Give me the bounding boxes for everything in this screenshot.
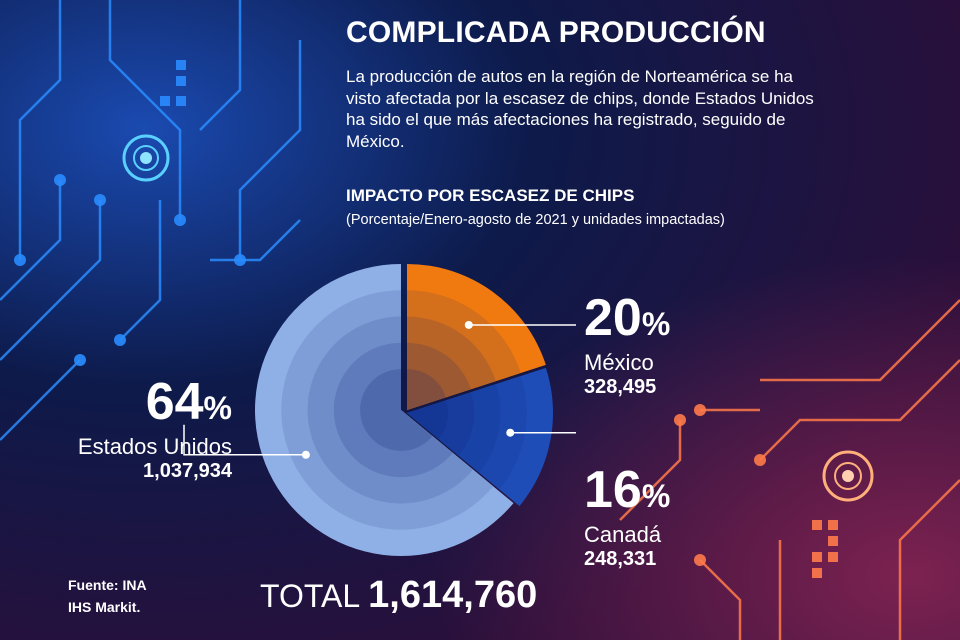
slice-name-canada: Canadá — [584, 522, 662, 547]
slice-name-mexico: México — [584, 350, 654, 375]
slice-units-canada: 248,331 — [584, 548, 657, 570]
source-note: Fuente: INA IHS Markit. — [68, 574, 147, 618]
source-line-1: Fuente: INA — [68, 577, 147, 593]
page-title: COMPLICADA PRODUCCIÓN — [346, 16, 766, 49]
pie-slice-ring-canada — [407, 400, 448, 440]
pct-value-estados-unidos: 64 — [145, 373, 204, 431]
chart-title: IMPACTO POR ESCASEZ DE CHIPS — [346, 186, 635, 205]
pie-slice-mexico — [407, 264, 546, 410]
label-mexico: 20% México 328,495 — [584, 292, 670, 399]
pct-sign-canada: % — [641, 478, 671, 514]
pct-sign-estados-unidos: % — [203, 390, 232, 426]
pie-slice-ring-estados-unidos — [360, 369, 433, 451]
pct-value-mexico: 20 — [584, 289, 642, 347]
slice-name-estados-unidos: Estados Unidos — [77, 434, 232, 459]
pct-sign-mexico: % — [641, 306, 671, 342]
pct-value-canada: 16 — [584, 461, 642, 519]
total-label: TOTAL — [260, 578, 361, 614]
pie-slice-estados-unidos — [254, 264, 514, 556]
leader-dot-canada — [506, 428, 515, 437]
leader-line-estados-unidos — [183, 424, 306, 456]
slice-units-estados-unidos: 1,037,934 — [143, 460, 232, 482]
label-canada: 16% Canadá 248,331 — [584, 464, 670, 571]
pie-slice-canada — [407, 367, 553, 507]
total-value: 1,614,760 — [368, 574, 538, 616]
chart-subtitle: (Porcentaje/Enero-agosto de 2021 y unida… — [346, 212, 725, 228]
leader-dot-mexico — [464, 320, 473, 329]
pie-slice-ring-mexico — [407, 369, 446, 410]
total-block: TOTAL 1,614,760 — [260, 574, 537, 617]
leader-dot-estados-unidos — [301, 450, 310, 459]
slice-units-mexico: 328,495 — [584, 376, 657, 398]
label-estados-unidos: 64% Estados Unidos 1,037,934 — [56, 376, 232, 483]
source-line-2: IHS Markit. — [68, 599, 141, 615]
description-paragraph: La producción de autos en la región de N… — [346, 67, 814, 151]
